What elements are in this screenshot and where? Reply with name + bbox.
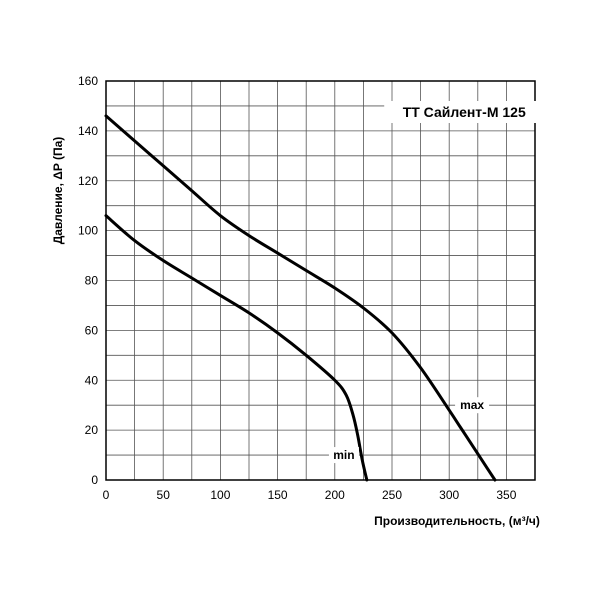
max-label-background [455,397,490,414]
y-tick-label: 60 [85,323,99,337]
x-tick-label: 300 [439,488,459,502]
plot-frame [105,80,536,481]
y-tick-label: 20 [85,423,99,437]
x-tick-label: 0 [103,488,110,502]
y-axis-ticks: 0 20 40 60 80 100 120 140 160 [78,74,98,487]
x-tick-label: 50 [157,488,171,502]
y-tick-label: 100 [78,224,98,238]
series-line-min [104,214,369,482]
x-tick-label: 150 [268,488,288,502]
y-tick-label: 0 [91,473,98,487]
x-tick-label: 350 [496,488,516,502]
x-tick-label: 200 [325,488,345,502]
chart-title: ТТ Сайлент-М 125 [403,104,526,120]
max-curve-label: max [460,398,484,412]
y-tick-label: 80 [85,274,99,288]
min-label-background [328,447,359,464]
x-axis-ticks: 0 50 100 150 200 250 300 350 [103,488,517,502]
y-tick-label: 160 [78,74,98,88]
y-axis-title: Давление, ΔP (Па) [51,137,65,245]
series-line-max [104,114,497,482]
x-axis-title: Производительность, (м³/ч) [374,514,540,528]
y-tick-label: 140 [78,124,98,138]
x-tick-label: 100 [210,488,230,502]
min-curve-label: min [333,448,354,462]
y-tick-label: 120 [78,174,98,188]
series-layer [104,114,497,482]
chart-title-background [384,101,545,123]
y-tick-label: 40 [85,373,99,387]
x-tick-label: 250 [382,488,402,502]
